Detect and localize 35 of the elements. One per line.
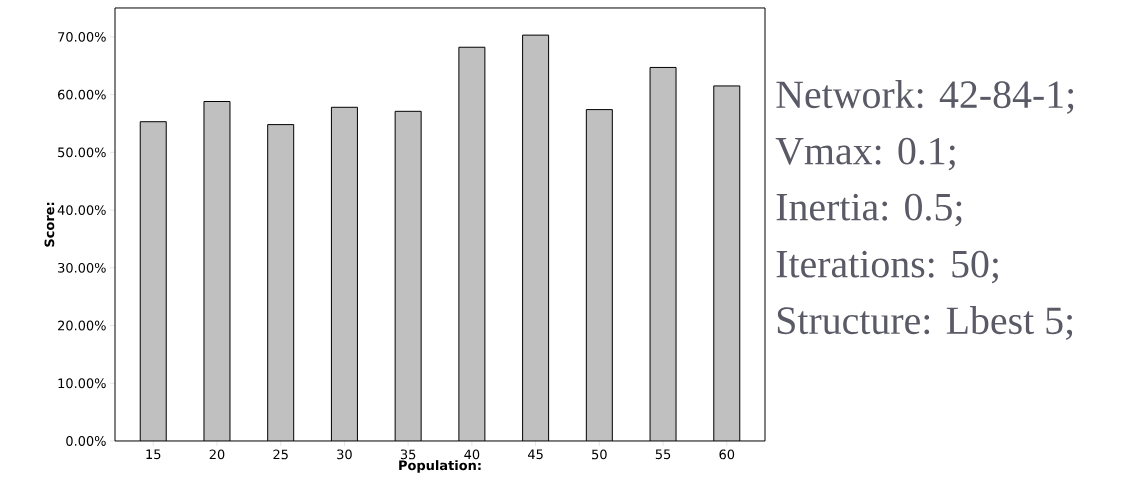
x-tick-label: 60	[719, 449, 735, 460]
y-tick-label: 20.00%	[58, 320, 106, 331]
bar	[713, 85, 741, 441]
x-tick-label: 50	[592, 449, 607, 460]
x-tick-label: 25	[273, 449, 288, 460]
text: Structure: Lbest 5;	[777, 306, 1073, 340]
text: Network: 42-84-1;	[776, 80, 1074, 114]
x-tick-label: 45	[527, 449, 543, 460]
y-tick-label: 70.00%	[58, 31, 106, 42]
bar	[267, 124, 295, 441]
y-tick-label: 50.00%	[58, 147, 106, 158]
x-tick-label: 35	[400, 449, 416, 460]
x-tick-label: 30	[337, 449, 352, 460]
text: Iterations: 50;	[776, 250, 998, 284]
bar	[585, 109, 613, 441]
bar	[394, 110, 422, 441]
y-tick-label: 60.00%	[58, 89, 106, 100]
y-tick-label: 30.00%	[58, 262, 106, 273]
y-tick-label: 10.00%	[58, 378, 106, 389]
bar	[139, 121, 167, 441]
y-tick-label: 40.00%	[57, 205, 106, 215]
x-tick-label: 20	[209, 449, 225, 460]
y-axis-title: Score:	[44, 202, 55, 247]
text: Vmax: 0.1;	[775, 137, 955, 171]
bar	[458, 46, 486, 441]
text: Inertia: 0.5;	[776, 193, 962, 227]
x-tick-label: 40	[464, 449, 480, 460]
bar	[522, 34, 550, 441]
bar	[330, 106, 358, 441]
x-tick-label: 55	[655, 449, 671, 460]
bar	[203, 101, 231, 441]
y-tick-label: 0.00%	[66, 436, 106, 446]
x-axis-title: Population:	[399, 460, 481, 473]
x-tick-label: 15	[146, 449, 161, 460]
bar	[649, 66, 677, 441]
